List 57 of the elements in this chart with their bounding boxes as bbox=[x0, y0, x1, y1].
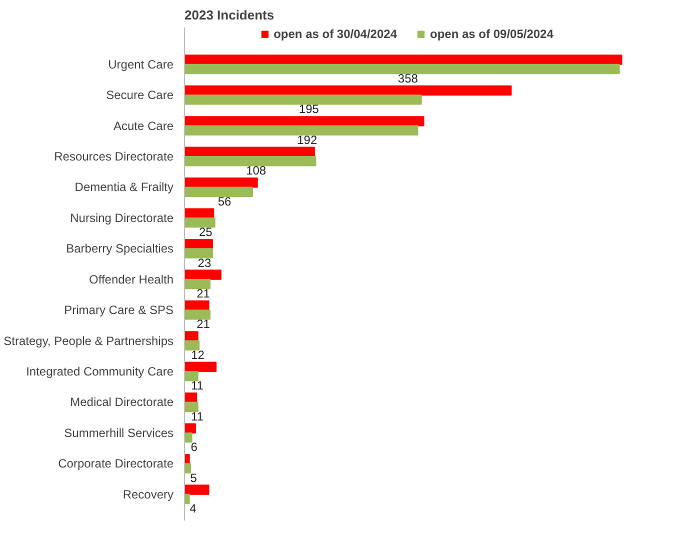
bar bbox=[184, 125, 418, 136]
y-tick-label: Recovery bbox=[122, 487, 174, 502]
data-label: 11 bbox=[190, 378, 204, 393]
bar bbox=[184, 340, 200, 351]
bar bbox=[184, 208, 214, 218]
bar bbox=[184, 423, 196, 434]
data-label: 12 bbox=[191, 348, 205, 362]
data-label: 21 bbox=[196, 286, 210, 300]
bar bbox=[184, 484, 210, 495]
bar bbox=[184, 54, 622, 65]
data-label: 195 bbox=[298, 102, 320, 116]
bar bbox=[184, 331, 198, 342]
y-tick-label: Resources Directorate bbox=[54, 150, 174, 164]
data-label: 5 bbox=[190, 470, 198, 485]
y-tick-label: Primary Care & SPS bbox=[64, 303, 174, 318]
y-tick-label: Dementia & Frailty bbox=[74, 180, 174, 194]
bar bbox=[184, 186, 254, 197]
bar bbox=[184, 156, 316, 166]
bar bbox=[184, 494, 190, 504]
data-label: 192 bbox=[297, 132, 318, 147]
bar bbox=[184, 248, 213, 258]
data-label: 25 bbox=[199, 225, 213, 240]
y-tick-label: Integrated Community Care bbox=[26, 364, 174, 379]
bar bbox=[184, 371, 198, 382]
legend-label: open as of 09/05/2024 bbox=[430, 27, 554, 41]
y-tick-label: Medical Directorate bbox=[70, 395, 174, 410]
y-tick-label: Nursing Directorate bbox=[70, 210, 174, 225]
y-tick-label: Strategy, People & Partnerships bbox=[4, 334, 174, 348]
bar bbox=[184, 278, 211, 290]
data-label: 56 bbox=[218, 194, 232, 208]
data-label: 358 bbox=[398, 71, 418, 86]
data-label: 11 bbox=[190, 409, 204, 424]
bar bbox=[184, 432, 192, 443]
y-tick-label: Urgent Care bbox=[108, 57, 174, 72]
data-label: 21 bbox=[196, 317, 210, 332]
bar bbox=[184, 217, 216, 228]
legend-label: open as of 30/04/2024 bbox=[274, 27, 397, 41]
bar bbox=[184, 270, 222, 280]
data-label: 108 bbox=[246, 164, 266, 178]
y-tick-label: Offender Health bbox=[89, 272, 174, 286]
y-tick-label: Acute Care bbox=[113, 118, 174, 133]
bar bbox=[184, 94, 422, 105]
chart-title: 2023 Incidents bbox=[184, 8, 274, 22]
bar bbox=[184, 402, 198, 412]
data-label: 4 bbox=[190, 502, 197, 516]
y-tick-label: Summerhill Services bbox=[64, 426, 174, 440]
bar bbox=[184, 463, 192, 474]
y-tick-label: Corporate Directorate bbox=[58, 456, 174, 471]
data-label: 23 bbox=[198, 256, 212, 270]
bar bbox=[184, 310, 211, 320]
bar bbox=[184, 85, 512, 96]
data-label: 6 bbox=[190, 440, 198, 454]
bar bbox=[184, 116, 424, 126]
bar bbox=[184, 362, 217, 372]
y-tick-label: Barberry Specialties bbox=[66, 242, 174, 256]
bar bbox=[184, 64, 620, 74]
y-tick-label: Secure Care bbox=[106, 88, 174, 102]
